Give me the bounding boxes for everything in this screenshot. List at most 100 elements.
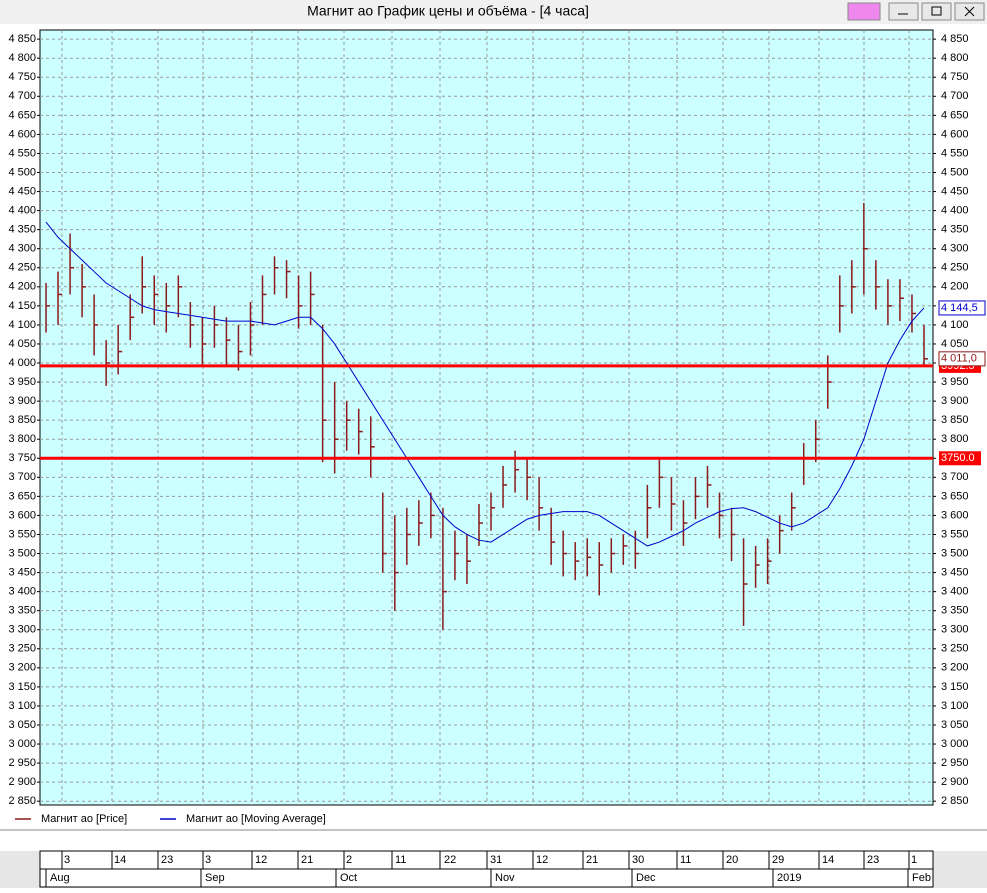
day-label: 30 — [632, 854, 644, 866]
y2-tick-label: 3 000 — [941, 738, 969, 750]
title-bar — [0, 0, 987, 24]
y-tick-label: 4 450 — [8, 185, 36, 197]
day-label: 12 — [255, 854, 267, 866]
y2-tick-label: 3 100 — [941, 700, 969, 712]
day-label: 29 — [772, 854, 784, 866]
day-label: 1 — [911, 854, 917, 866]
y2-tick-label: 4 200 — [941, 281, 969, 293]
month-label: Feb — [912, 872, 931, 884]
minimize-button[interactable] — [888, 2, 919, 21]
y2-tick-label: 4 250 — [941, 262, 969, 274]
y2-tick-label: 3 650 — [941, 490, 969, 502]
y-tick-label: 3 100 — [8, 700, 36, 712]
y-tick-label: 3 400 — [8, 586, 36, 598]
y2-tick-label: 4 300 — [941, 243, 969, 255]
icon — [931, 6, 942, 16]
y-tick-label: 3 700 — [8, 471, 36, 483]
month-label: Aug — [50, 872, 70, 884]
marker-box — [938, 351, 986, 367]
day-label: 3 — [205, 854, 211, 866]
y-tick-label: 3 450 — [8, 566, 36, 578]
y-tick-label: 4 350 — [8, 224, 36, 236]
level-label: 3750.0 — [941, 452, 975, 464]
legend-label: Магнит ао [Price] — [41, 813, 127, 825]
y2-tick-label: 4 550 — [941, 147, 969, 159]
y-tick-label: 4 150 — [8, 300, 36, 312]
y2-tick-label: 3 450 — [941, 566, 969, 578]
y-tick-label: 4 650 — [8, 109, 36, 121]
y2-tick-label: 4 700 — [941, 90, 969, 102]
y-tick-label: 3 050 — [8, 719, 36, 731]
day-label: 12 — [536, 854, 548, 866]
y-tick-label: 3 550 — [8, 528, 36, 540]
y2-tick-label: 3 900 — [941, 395, 969, 407]
icon — [964, 6, 975, 17]
y2-tick-label: 4 050 — [941, 338, 969, 350]
y2-tick-label: 4 750 — [941, 71, 969, 83]
month-label: Sep — [205, 872, 225, 884]
y2-tick-label: 4 450 — [941, 185, 969, 197]
y2-tick-label: 3 150 — [941, 681, 969, 693]
month-label: 2019 — [777, 872, 801, 884]
plot-area — [39, 29, 934, 806]
y2-tick-label: 3 250 — [941, 643, 969, 655]
y-tick-label: 4 500 — [8, 166, 36, 178]
marker-label: 4 011,0 — [941, 353, 977, 365]
month-label: Oct — [340, 872, 357, 884]
y-tick-label: 3 750 — [8, 452, 36, 464]
y-tick-label: 4 000 — [8, 357, 36, 369]
y-tick-label: 3 900 — [8, 395, 36, 407]
y-tick-label: 2 900 — [8, 776, 36, 788]
y2-tick-label: 3 300 — [941, 624, 969, 636]
y-tick-label: 3 650 — [8, 490, 36, 502]
y-tick-label: 4 700 — [8, 90, 36, 102]
y2-tick-label: 3 350 — [941, 605, 969, 617]
y2-tick-label: 3 400 — [941, 586, 969, 598]
y-tick-label: 3 800 — [8, 433, 36, 445]
maximize-button[interactable] — [921, 2, 952, 21]
y-tick-label: 4 100 — [8, 319, 36, 331]
month-label: Nov — [495, 872, 515, 884]
ma-line — [45, 221, 925, 547]
y-tick-label: 3 250 — [8, 643, 36, 655]
y2-tick-label: 3 200 — [941, 662, 969, 674]
y2-tick-label: 3 950 — [941, 376, 969, 388]
day-label: 21 — [586, 854, 598, 866]
y-tick-label: 4 800 — [8, 52, 36, 64]
day-label: 11 — [395, 854, 406, 866]
y-tick-label: 3 200 — [8, 662, 36, 674]
y-tick-label: 3 350 — [8, 605, 36, 617]
y-tick-label: 3 300 — [8, 624, 36, 636]
y2-tick-label: 4 850 — [941, 33, 969, 45]
y-tick-label: 3 000 — [8, 738, 36, 750]
y2-tick-label: 2 950 — [941, 757, 969, 769]
y2-tick-label: 4 500 — [941, 166, 969, 178]
day-label: 23 — [867, 854, 879, 866]
y-tick-label: 4 850 — [8, 33, 36, 45]
month-label: Dec — [636, 872, 656, 884]
day-label: 20 — [726, 854, 738, 866]
day-label: 23 — [161, 854, 173, 866]
day-label: 3 — [64, 854, 70, 866]
y2-tick-label: 4 800 — [941, 52, 969, 64]
y-tick-label: 2 950 — [8, 757, 36, 769]
chart-title: Магнит ао График цены и объёма - [4 часа… — [307, 3, 589, 19]
level-label-box — [939, 451, 981, 466]
y-tick-label: 3 600 — [8, 509, 36, 521]
day-label: 14 — [822, 854, 834, 866]
day-label: 22 — [444, 854, 456, 866]
y2-tick-label: 4 650 — [941, 109, 969, 121]
y-tick-label: 4 550 — [8, 147, 36, 159]
marker-box — [938, 300, 986, 316]
y2-tick-label: 3 050 — [941, 719, 969, 731]
day-label: 21 — [301, 854, 313, 866]
y2-tick-label: 4 100 — [941, 319, 969, 331]
y-tick-label: 4 750 — [8, 71, 36, 83]
y2-tick-label: 4 400 — [941, 205, 969, 217]
y2-tick-label: 2 900 — [941, 776, 969, 788]
y-tick-label: 4 250 — [8, 262, 36, 274]
y-tick-label: 3 150 — [8, 681, 36, 693]
pin-button[interactable] — [847, 2, 881, 21]
day-label: 2 — [346, 854, 352, 866]
